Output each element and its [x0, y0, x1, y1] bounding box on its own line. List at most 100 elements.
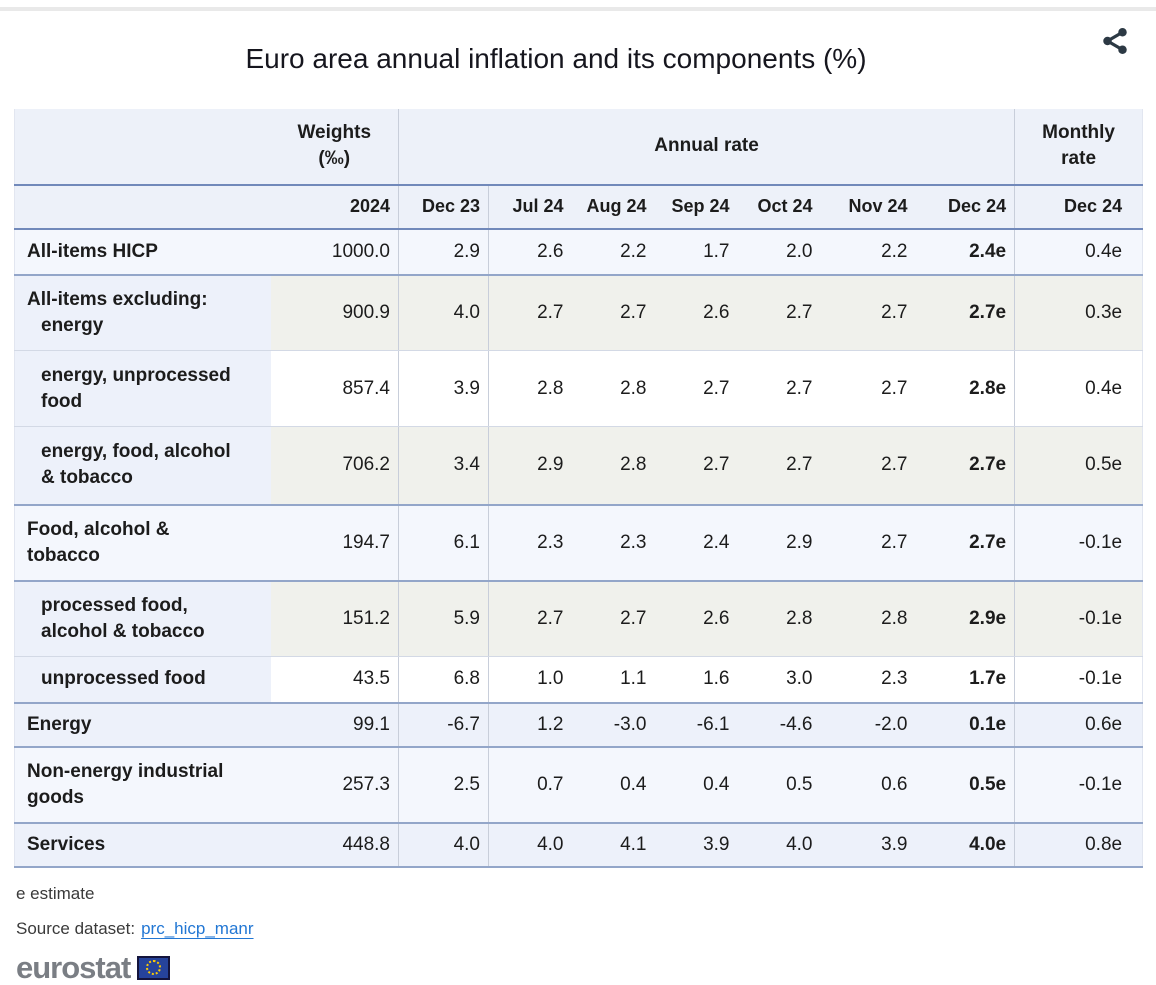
row-label: Services — [14, 822, 271, 868]
page-title: Euro area annual inflation and its compo… — [245, 42, 867, 74]
share-button[interactable] — [1098, 23, 1134, 59]
annual-value-cell: 2.7e — [915, 426, 1016, 506]
annual-value-cell: -6.1 — [654, 702, 738, 748]
annual-value-cell: 2.3 — [820, 656, 916, 704]
annual-value-cell: 2.7 — [654, 350, 738, 427]
widget-footer: e estimate Source dataset: prc_hicp_manr … — [16, 884, 1156, 985]
annual-value-cell: 2.8 — [571, 350, 655, 427]
annual-value-cell: 2.7 — [571, 274, 655, 351]
monthly-value-cell: -0.1e — [1014, 504, 1143, 582]
eurostat-logo[interactable]: eurostat — [16, 949, 171, 985]
eurostat-logo-text: eurostat — [16, 949, 131, 985]
source-dataset-link[interactable]: prc_hicp_manr — [141, 918, 254, 938]
annual-value-cell: 3.4 — [398, 426, 489, 506]
table-row: All-items HICP 1000.0 2.9 2.6 2.2 1.7 2.0 2.2 2.… — [14, 228, 1143, 276]
eu-flag-icon — [137, 955, 171, 980]
annual-value-cell: 2.6 — [654, 580, 738, 657]
date-header-row: 2024 Dec 23 Jul 24 Aug 24 Sep 24 Oct 24 Nov 2… — [14, 184, 1143, 230]
annual-value-cell: 2.7e — [915, 274, 1016, 351]
month-header: Jul 24 — [488, 184, 572, 230]
monthly-value-cell: 0.5e — [1014, 426, 1143, 506]
annual-value-cell: 6.8 — [398, 656, 489, 704]
inflation-table: Weights (‰) Annual rate Monthly rate 202… — [14, 108, 1144, 868]
table-row: Energy 99.1 -6.7 1.2 -3.0 -6.1 -4.6 -2.0 0.1e 0.6… — [14, 702, 1143, 748]
annual-value-cell: 2.8 — [737, 580, 821, 657]
weight-cell: 43.5 — [270, 656, 399, 704]
weight-cell: 900.9 — [270, 274, 399, 351]
annual-value-cell: 4.0 — [488, 822, 572, 868]
share-icon — [1103, 28, 1127, 54]
annual-value-cell: 2.7 — [820, 274, 916, 351]
annual-value-cell: 1.6 — [654, 656, 738, 704]
monthly-month-header: Dec 24 — [1014, 184, 1143, 230]
annual-value-cell: 2.5 — [398, 746, 489, 824]
row-label: Non-energy industrial goods — [14, 746, 271, 824]
annual-value-cell: 2.7 — [820, 504, 916, 582]
annual-rate-header: Annual rate — [398, 108, 1016, 186]
annual-value-cell: 2.2 — [820, 228, 916, 276]
annual-value-cell: 2.0 — [737, 228, 821, 276]
weights-header-line2: (‰) — [318, 148, 351, 169]
row-label: energy, food, alcohol & tobacco — [14, 426, 271, 506]
annual-value-cell: 2.8 — [820, 580, 916, 657]
annual-value-cell: 0.7 — [488, 746, 572, 824]
monthly-value-cell: 0.3e — [1014, 274, 1143, 351]
month-header: Dec 24 — [915, 184, 1016, 230]
annual-value-cell: 1.2 — [488, 702, 572, 748]
annual-value-cell: -3.0 — [571, 702, 655, 748]
annual-value-cell: 4.0 — [398, 822, 489, 868]
annual-value-cell: -6.7 — [398, 702, 489, 748]
annual-value-cell: 0.1e — [915, 702, 1016, 748]
row-label: All-items HICP — [14, 228, 271, 276]
annual-value-cell: 2.7 — [737, 350, 821, 427]
weight-cell: 99.1 — [270, 702, 399, 748]
annual-value-cell: 2.9 — [488, 426, 572, 506]
annual-value-cell: 2.9e — [915, 580, 1016, 657]
annual-value-cell: 2.7 — [737, 274, 821, 351]
annual-value-cell: 2.7e — [915, 504, 1016, 582]
monthly-value-cell: 0.8e — [1014, 822, 1143, 868]
monthly-value-cell: -0.1e — [1014, 580, 1143, 657]
table-row: energy, unprocessed food 857.4 3.9 2.8 2.8 2.7… — [14, 350, 1143, 427]
annual-value-cell: 2.2 — [571, 228, 655, 276]
weight-cell: 194.7 — [270, 504, 399, 582]
weight-cell: 857.4 — [270, 350, 399, 427]
monthly-header-line2: rate — [1061, 148, 1097, 169]
row-label: Energy — [14, 702, 271, 748]
row-label: Food, alcohol & tobacco — [14, 504, 271, 582]
table-row: All-items excluding: energy 900.9 4.0 2.7 2.7… — [14, 274, 1143, 351]
group-header-row: Weights (‰) Annual rate Monthly rate — [14, 108, 1143, 186]
annual-value-cell: 4.0e — [915, 822, 1016, 868]
annual-value-cell: 1.1 — [571, 656, 655, 704]
annual-value-cell: 2.7 — [820, 426, 916, 506]
annual-value-cell: 2.9 — [737, 504, 821, 582]
annual-value-cell: 4.0 — [398, 274, 489, 351]
annual-value-cell: 2.6 — [654, 274, 738, 351]
annual-value-cell: 0.6 — [820, 746, 916, 824]
annual-value-cell: 2.3 — [571, 504, 655, 582]
annual-value-cell: 2.7 — [488, 274, 572, 351]
annual-value-cell: 2.6 — [488, 228, 572, 276]
month-header: Aug 24 — [571, 184, 655, 230]
weights-header-line1: Weights — [297, 122, 372, 143]
annual-value-cell: 0.4 — [654, 746, 738, 824]
annual-value-cell: 2.8e — [915, 350, 1016, 427]
annual-value-cell: 3.9 — [654, 822, 738, 868]
label-column-subheader — [14, 184, 271, 230]
weight-cell: 448.8 — [270, 822, 399, 868]
annual-value-cell: -4.6 — [737, 702, 821, 748]
annual-value-cell: 4.0 — [737, 822, 821, 868]
estimate-note: e estimate — [16, 883, 95, 903]
row-label: All-items excluding: energy — [14, 274, 271, 351]
top-divider — [0, 7, 1156, 11]
annual-value-cell: 2.4e — [915, 228, 1016, 276]
weights-header: Weights (‰) — [270, 108, 399, 186]
weight-cell: 257.3 — [270, 746, 399, 824]
annual-value-cell: -2.0 — [820, 702, 916, 748]
weight-cell: 151.2 — [270, 580, 399, 657]
annual-value-cell: 1.7e — [915, 656, 1016, 704]
monthly-value-cell: 0.4e — [1014, 228, 1143, 276]
monthly-value-cell: -0.1e — [1014, 746, 1143, 824]
annual-value-cell: 2.7 — [820, 350, 916, 427]
annual-value-cell: 2.8 — [571, 426, 655, 506]
